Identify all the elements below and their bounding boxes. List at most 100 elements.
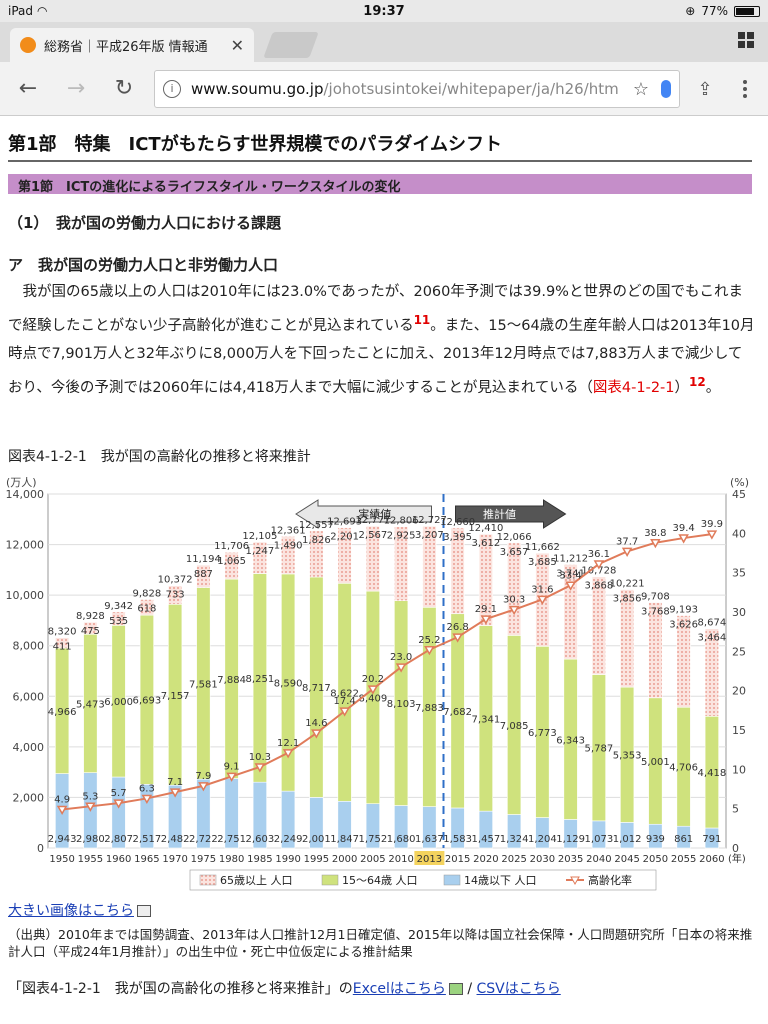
total-label: 10,728 [581,566,616,577]
bar-65plus [309,530,324,578]
bar-label-under14: 1,324 [500,834,529,845]
total-label: 9,342 [104,601,133,612]
bar-label-under14: 1,204 [528,834,557,845]
x-tick-label: 1960 [106,854,131,865]
info-icon[interactable]: i [163,80,181,98]
x-tick-label: 2040 [586,854,611,865]
x-tick-label: 2025 [501,854,526,865]
rate-label: 37.7 [616,536,638,547]
right-tick-label: 30 [732,606,746,619]
bar-65plus [281,535,296,575]
x-tick-label: 1980 [219,854,244,865]
figure-title: 図表4-1-2-1 我が国の高齢化の推移と将来推計 [8,449,311,465]
rate-label: 39.4 [672,523,694,534]
rate-label: 14.6 [305,718,327,729]
back-arrow-icon[interactable]: ← [18,76,38,101]
browser-toolbar: ← → ↻ i www.soumu.go.jp /johotsusintokei… [0,62,768,116]
figure-ref-link[interactable]: 図表4-1-2-1 [592,379,675,396]
bar-65plus [168,585,183,605]
bar-label-under14: 791 [702,834,721,845]
bar-label-15to64: 5,473 [76,699,105,710]
big-image-link[interactable]: 大きい画像はこちら [8,903,134,919]
bar-label-65plus: 535 [109,616,128,627]
bar-65plus [365,525,380,592]
tab-switcher-icon[interactable] [738,32,754,48]
bar-65plus [55,637,70,649]
rate-point [452,633,463,643]
right-tick-label: 45 [732,488,746,501]
bar-label-15to64: 6,693 [133,696,162,707]
close-tab-icon[interactable]: ✕ [230,35,244,55]
bar-label-65plus: 3,741 [556,568,585,579]
battery-icon [734,5,760,17]
page-title: 第1部 特集 ICTがもたらす世界規模でのパラダイムシフト [8,130,752,162]
bar-label-under14: 2,517 [133,834,162,845]
rate-label: 39.9 [701,519,723,530]
rate-label: 4.9 [54,794,70,805]
menu-more-icon[interactable] [730,62,760,116]
bar-label-15to64: 5,001 [641,757,670,768]
x-tick-label: 2050 [643,854,668,865]
bar-label-65plus: 3,856 [613,594,642,605]
rate-label: 38.8 [644,528,666,539]
bar-label-15to64: 8,409 [359,693,388,704]
bar-label-65plus: 1,826 [302,535,331,546]
csv-link[interactable]: CSVはこちら [476,981,561,997]
x-tick-label: 1965 [134,854,159,865]
address-bar[interactable]: i www.soumu.go.jp /johotsusintokei/white… [154,70,680,108]
x-tick-label: 2060 [699,854,724,865]
share-icon[interactable]: ⇪ [697,78,713,100]
rate-point [565,581,576,591]
tab-strip: 総務省｜平成26年版 情報通 ✕ [0,22,768,62]
left-tick-label: 10,000 [6,589,45,602]
x-tick-label: 1990 [275,854,300,865]
new-window-icon [137,905,151,917]
bar-label-15to64: 4,706 [669,763,698,774]
browser-tab[interactable]: 総務省｜平成26年版 情報通 ✕ [10,28,254,62]
bar-label-65plus: 3,657 [500,547,529,558]
footnote-12-link[interactable]: 12 [689,374,706,389]
x-tick-label: 2005 [360,854,385,865]
bar-label-15to64: 7,581 [189,679,218,690]
rate-point [706,530,718,540]
bar-label-under14: 1,012 [613,834,642,845]
bar-label-65plus: 1,065 [217,556,246,567]
bookmark-star-icon[interactable]: ☆ [632,78,649,100]
bar-label-under14: 2,603 [246,834,275,845]
x-axis-suffix: (年) [728,852,746,865]
url-host: www.soumu.go.jp [191,80,324,98]
bar-65plus [252,541,267,574]
bar-label-15to64: 7,085 [500,721,529,732]
excel-link[interactable]: Excelはこちら [352,981,446,997]
legend-label: 14歳以下 人口 [464,874,537,887]
rate-label: 31.6 [531,584,553,595]
rate-point [593,560,605,570]
rate-label: 20.2 [362,674,384,685]
rate-label: 30.3 [503,595,525,606]
rate-point [424,646,435,656]
forward-arrow-icon[interactable]: → [66,76,86,101]
new-tab-button[interactable] [263,32,319,58]
total-label: 9,193 [669,605,698,616]
bar-label-65plus: 3,626 [669,620,698,631]
footnote-11-link[interactable]: 11 [413,313,431,327]
left-tick-label: 14,000 [6,488,45,501]
left-tick-label: 12,000 [6,539,45,552]
plot-area [47,493,727,849]
arrow-projected [455,499,567,529]
right-tick-label: 0 [732,842,739,855]
microphone-icon[interactable] [661,80,671,98]
right-tick-label: 25 [732,645,746,658]
rate-label: 29.1 [475,604,497,615]
rate-point [56,805,68,815]
battery-percent: 77% [701,4,728,18]
bar-65plus [507,542,522,636]
bar-label-15to64: 4,418 [698,768,727,779]
bar-label-65plus: 2,201 [330,532,359,543]
bar-label-15to64: 7,883 [415,703,444,714]
reload-icon[interactable]: ↻ [114,76,134,101]
bar-label-15to64: 7,157 [161,691,190,702]
bar-label-15to64: 8,251 [246,674,275,685]
x-tick-label: 2055 [671,854,696,865]
bar-label-65plus: 411 [53,642,72,653]
